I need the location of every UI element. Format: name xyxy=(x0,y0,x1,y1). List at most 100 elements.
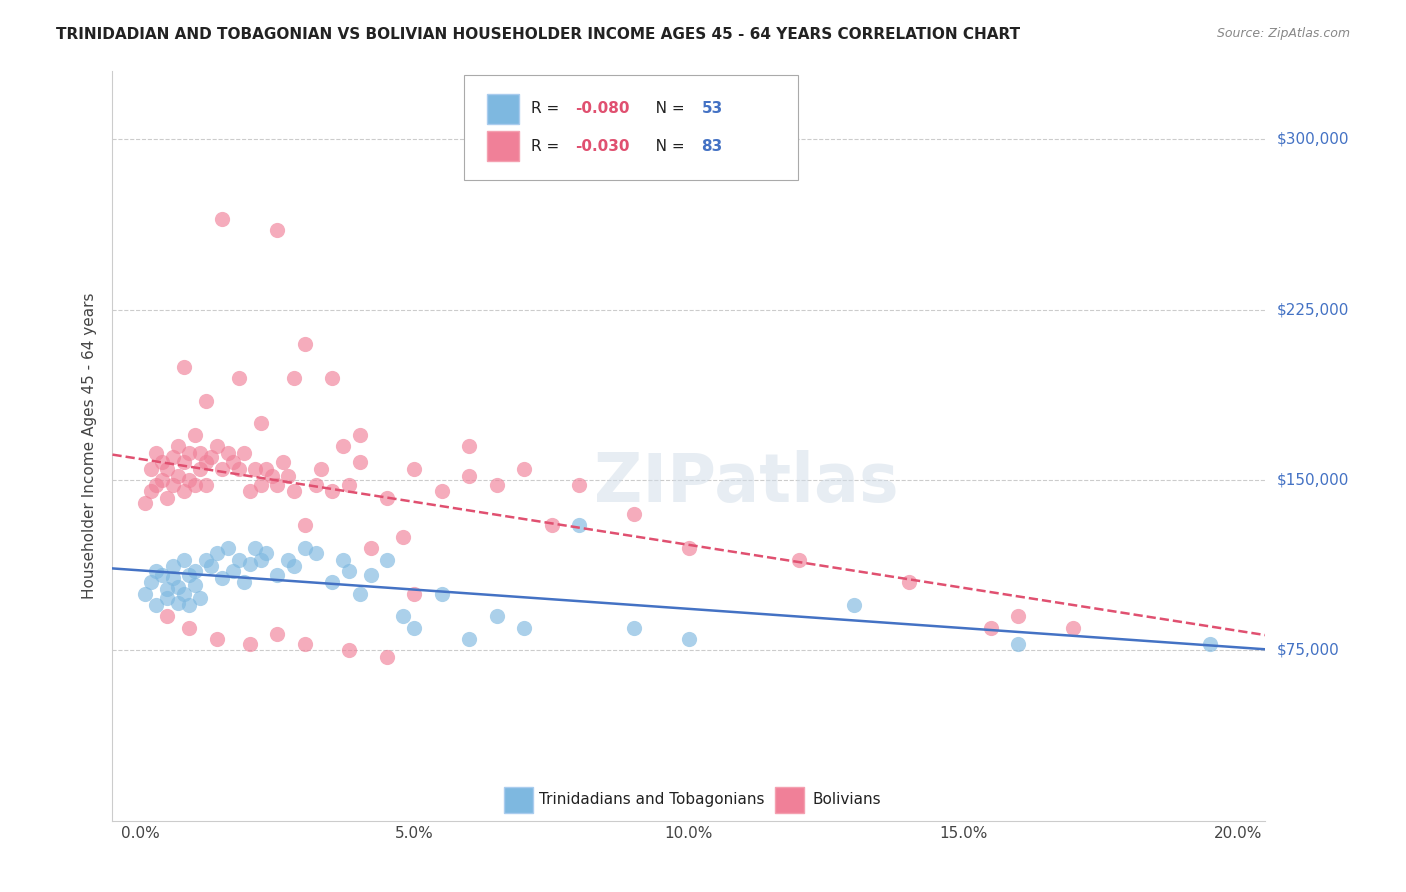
Point xyxy=(678,541,700,556)
Point xyxy=(249,417,271,431)
Point xyxy=(540,518,562,533)
Point xyxy=(184,477,207,491)
Point xyxy=(485,477,508,491)
Point xyxy=(458,439,481,453)
Point xyxy=(1007,609,1029,624)
Point xyxy=(222,564,245,578)
Point xyxy=(430,586,453,600)
Point xyxy=(134,496,156,510)
Point xyxy=(184,427,207,442)
Point xyxy=(283,559,305,574)
Point xyxy=(239,484,262,499)
Point xyxy=(233,446,256,460)
Point xyxy=(211,211,233,226)
Point xyxy=(404,621,426,635)
Point xyxy=(162,450,184,465)
Point xyxy=(337,643,360,657)
Point xyxy=(179,446,201,460)
Point xyxy=(294,518,316,533)
Point xyxy=(211,461,233,475)
Point xyxy=(304,477,326,491)
Point xyxy=(139,461,162,475)
Point xyxy=(787,552,810,566)
Point xyxy=(254,546,277,560)
Text: Source: ZipAtlas.com: Source: ZipAtlas.com xyxy=(1216,27,1350,40)
Point xyxy=(266,223,288,237)
Point xyxy=(321,575,343,590)
FancyBboxPatch shape xyxy=(505,787,533,814)
Point xyxy=(162,559,184,574)
Point xyxy=(145,477,167,491)
Text: 83: 83 xyxy=(702,139,723,153)
Point xyxy=(842,598,865,612)
Point xyxy=(156,582,179,596)
Text: Bolivians: Bolivians xyxy=(813,792,882,807)
Point xyxy=(277,468,299,483)
Point xyxy=(156,461,179,475)
Point xyxy=(249,552,271,566)
Point xyxy=(239,557,262,571)
Text: N =: N = xyxy=(641,102,689,116)
Point xyxy=(294,541,316,556)
Point xyxy=(623,507,645,521)
Point xyxy=(458,468,481,483)
Point xyxy=(260,468,283,483)
Point xyxy=(360,541,382,556)
Point xyxy=(266,627,288,641)
Point xyxy=(194,393,217,408)
Point xyxy=(1007,636,1029,650)
Point xyxy=(249,477,271,491)
Point xyxy=(200,559,222,574)
Point xyxy=(294,336,316,351)
Point xyxy=(167,439,190,453)
Point xyxy=(375,491,398,506)
Point xyxy=(283,484,305,499)
Text: $75,000: $75,000 xyxy=(1277,643,1340,657)
Point xyxy=(1199,636,1222,650)
Point xyxy=(179,621,201,635)
Point xyxy=(304,546,326,560)
Point xyxy=(145,446,167,460)
Point xyxy=(194,455,217,469)
Point xyxy=(188,461,211,475)
Point xyxy=(678,632,700,646)
Point xyxy=(897,575,920,590)
Point xyxy=(349,455,371,469)
Point xyxy=(623,621,645,635)
Point xyxy=(222,455,245,469)
Point xyxy=(349,586,371,600)
FancyBboxPatch shape xyxy=(488,131,519,161)
Point xyxy=(360,568,382,582)
Point xyxy=(217,541,239,556)
Text: $150,000: $150,000 xyxy=(1277,473,1348,488)
Point xyxy=(404,461,426,475)
Point xyxy=(179,568,201,582)
Point xyxy=(513,461,536,475)
Point xyxy=(156,491,179,506)
Point xyxy=(205,632,228,646)
Point xyxy=(173,455,195,469)
Point xyxy=(194,552,217,566)
Point xyxy=(513,621,536,635)
Point xyxy=(321,484,343,499)
Text: ZIPatlas: ZIPatlas xyxy=(595,450,898,516)
Point xyxy=(134,586,156,600)
Point xyxy=(200,450,222,465)
Text: $225,000: $225,000 xyxy=(1277,302,1348,318)
Text: 53: 53 xyxy=(702,102,723,116)
Point xyxy=(239,636,262,650)
Point xyxy=(294,636,316,650)
Point xyxy=(266,477,288,491)
FancyBboxPatch shape xyxy=(464,75,799,180)
Point xyxy=(167,468,190,483)
Point xyxy=(271,455,294,469)
Y-axis label: Householder Income Ages 45 - 64 years: Householder Income Ages 45 - 64 years xyxy=(82,293,97,599)
Text: R =: R = xyxy=(531,102,564,116)
Point xyxy=(266,568,288,582)
Point xyxy=(337,564,360,578)
Point xyxy=(277,552,299,566)
Point xyxy=(228,371,250,385)
Point xyxy=(321,371,343,385)
Point xyxy=(179,598,201,612)
Point xyxy=(211,571,233,585)
